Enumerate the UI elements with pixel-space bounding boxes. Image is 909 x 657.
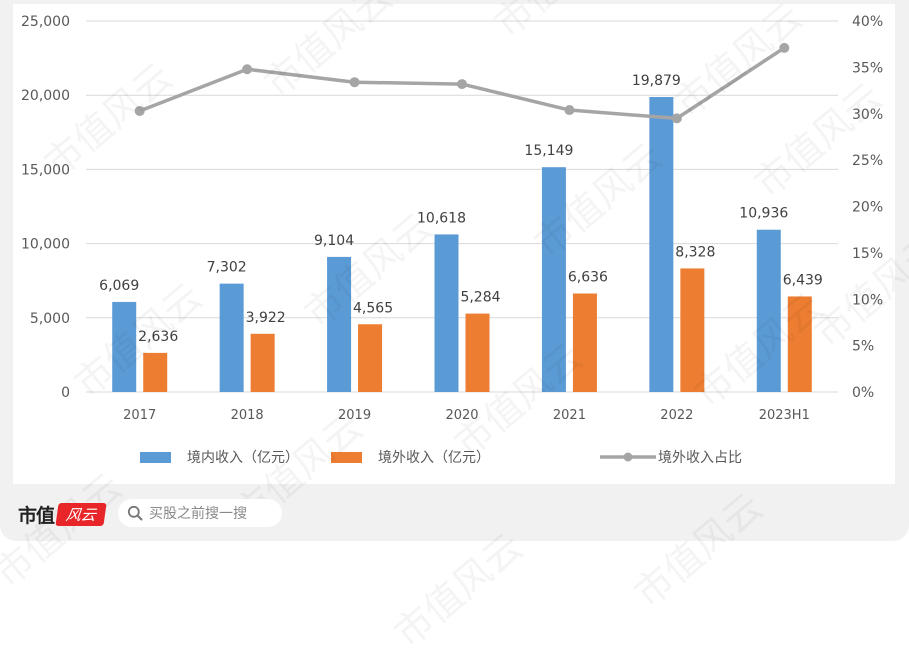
line-marker <box>349 77 360 88</box>
brand-badge: 风云 <box>55 502 107 526</box>
legend-swatch <box>140 452 171 463</box>
bar-overseas <box>572 293 597 392</box>
y-tick-label: 15,000 <box>21 162 70 178</box>
right-y-axis: 0% 5% 10% 15% 20% 25% 30% 35% 40% <box>852 14 883 401</box>
bar-domestic <box>541 167 566 392</box>
data-label-domestic: 19,879 <box>632 73 681 89</box>
y2-tick-label: 35% <box>852 60 883 76</box>
gridlines <box>86 20 838 393</box>
x-tick-label: 2018 <box>231 408 264 423</box>
bar-overseas <box>358 324 383 392</box>
data-label-overseas: 3,922 <box>246 310 286 326</box>
bar-series: 6,069 2,636 7,302 3,922 9,104 4,565 10,618 5,28… <box>99 73 823 393</box>
data-label-domestic: 6,069 <box>99 278 139 294</box>
y2-tick-label: 15% <box>852 246 883 262</box>
y2-tick-label: 10% <box>852 292 883 308</box>
x-tick-label: 2022 <box>660 408 693 423</box>
data-label-overseas: 6,636 <box>568 270 608 286</box>
x-tick-label: 2021 <box>553 408 586 423</box>
line-marker <box>564 105 575 116</box>
line-marker <box>671 113 682 124</box>
data-label-domestic: 10,618 <box>417 210 466 226</box>
line-marker <box>134 105 145 116</box>
brand-logo: 市值 风云 <box>18 500 107 528</box>
bar-overseas <box>465 313 490 392</box>
y-tick-label: 0 <box>61 385 70 401</box>
data-label-domestic: 10,936 <box>739 206 788 222</box>
search-box[interactable]: 买股之前搜一搜 <box>118 499 282 527</box>
line-series <box>134 42 790 124</box>
legend-label: 境内收入（亿元） <box>187 450 299 466</box>
y2-tick-label: 40% <box>852 14 883 30</box>
y2-tick-label: 0% <box>852 385 874 401</box>
y2-tick-label: 20% <box>852 200 883 216</box>
legend: 境内收入（亿元） 境外收入（亿元） 境外收入占比 <box>140 450 742 466</box>
bar-overseas <box>143 352 168 392</box>
brand-text: 市值 <box>18 504 55 527</box>
bar-domestic <box>649 96 674 393</box>
search-placeholder: 买股之前搜一搜 <box>149 506 247 522</box>
bar-domestic <box>219 283 244 392</box>
bar-domestic <box>756 229 781 392</box>
data-label-domestic: 9,104 <box>314 233 354 249</box>
x-tick-label: 2019 <box>338 408 371 423</box>
legend-swatch <box>331 452 362 463</box>
bar-domestic <box>327 256 352 392</box>
y2-tick-label: 5% <box>852 339 874 355</box>
x-tick-label: 2017 <box>123 408 156 423</box>
line-marker <box>779 42 790 53</box>
line-marker <box>242 64 253 75</box>
search-icon <box>127 505 143 521</box>
y-tick-label: 20,000 <box>21 88 70 104</box>
x-axis: 2017 2018 2019 2020 2021 2022 2023H1 <box>123 408 810 423</box>
legend-marker <box>623 452 633 462</box>
bar-overseas <box>787 296 812 392</box>
y-tick-label: 10,000 <box>21 237 70 253</box>
bar-overseas <box>250 333 275 392</box>
x-tick-label: 2023H1 <box>759 408 810 423</box>
legend-label: 境外收入（亿元） <box>378 450 490 466</box>
line-marker <box>457 79 467 90</box>
x-tick-label: 2020 <box>445 408 478 423</box>
combo-chart: 0 5,000 10,000 15,000 20,000 25,000 0% 5% 10% 15… <box>21 14 883 466</box>
y-tick-label: 25,000 <box>21 14 70 30</box>
data-label-overseas: 6,439 <box>783 272 823 288</box>
bar-overseas <box>680 268 705 392</box>
legend-label: 境外收入占比 <box>658 450 742 466</box>
left-y-axis: 0 5,000 10,000 15,000 20,000 25,000 <box>21 14 70 401</box>
y2-tick-label: 30% <box>852 107 883 123</box>
bar-domestic <box>434 234 459 392</box>
data-label-overseas: 8,328 <box>675 244 715 260</box>
data-label-overseas: 4,565 <box>353 300 393 316</box>
data-label-domestic: 15,149 <box>524 143 573 159</box>
y2-tick-label: 25% <box>852 153 883 169</box>
bar-domestic <box>112 301 137 392</box>
data-label-overseas: 2,636 <box>138 329 178 345</box>
data-label-domestic: 7,302 <box>207 260 247 276</box>
y-tick-label: 5,000 <box>30 311 70 327</box>
data-label-overseas: 5,284 <box>460 290 500 306</box>
